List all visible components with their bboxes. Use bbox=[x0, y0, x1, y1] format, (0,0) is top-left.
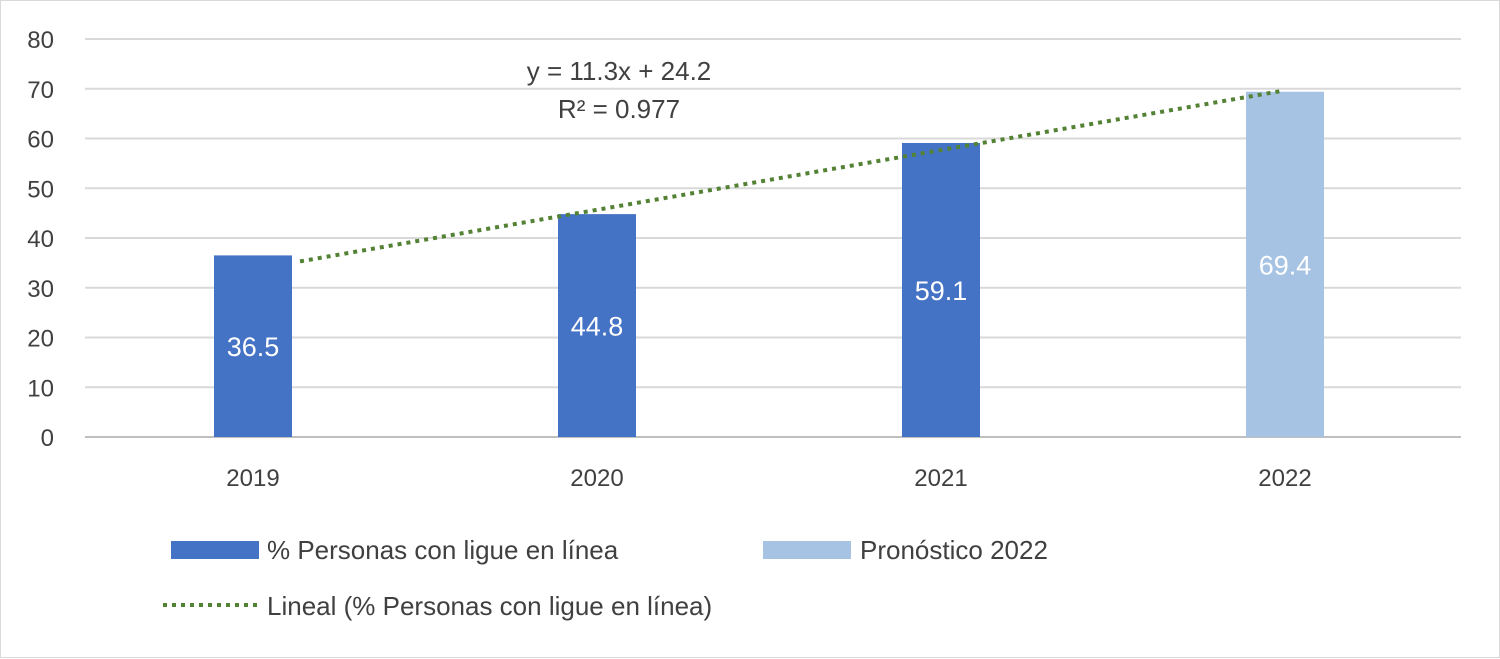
y-tick-label: 40 bbox=[27, 226, 54, 253]
trendline-layer bbox=[299, 89, 1281, 264]
y-axis-tick-labels: 0 10 20 30 40 50 60 70 80 bbox=[27, 27, 54, 452]
bars bbox=[214, 91, 1324, 438]
y-tick-label: 80 bbox=[27, 27, 54, 54]
trendline-r-squared: R² = 0.977 bbox=[558, 94, 680, 124]
x-tick-label: 2020 bbox=[570, 465, 623, 492]
x-tick-label: 2022 bbox=[1258, 465, 1311, 492]
legend-swatch-pronostico bbox=[763, 541, 851, 559]
data-label-2022: 69.4 bbox=[1259, 250, 1312, 280]
y-tick-label: 60 bbox=[27, 127, 54, 154]
y-tick-label: 50 bbox=[27, 176, 54, 203]
data-label-2019: 36.5 bbox=[227, 332, 280, 362]
x-tick-label: 2021 bbox=[914, 465, 967, 492]
gridlines bbox=[85, 38, 1461, 438]
legend-label-pronostico: Pronóstico 2022 bbox=[860, 535, 1048, 565]
bar-2021 bbox=[902, 142, 980, 438]
data-label-2021: 59.1 bbox=[915, 276, 968, 306]
trendline-equation: y = 11.3x + 24.2 bbox=[527, 56, 712, 86]
y-tick-label: 30 bbox=[27, 276, 54, 303]
y-tick-label: 0 bbox=[41, 425, 54, 452]
bar-2019 bbox=[214, 255, 292, 437]
x-axis-tick-labels: 2019 2020 2021 2022 bbox=[226, 465, 1311, 492]
bar-2022 bbox=[1246, 91, 1324, 438]
legend-swatch-personas bbox=[171, 541, 259, 559]
y-tick-label: 20 bbox=[27, 326, 54, 353]
trendline bbox=[299, 89, 1281, 264]
x-tick-label: 2019 bbox=[226, 465, 279, 492]
legend-label-personas: % Personas con ligue en línea bbox=[267, 535, 619, 565]
y-tick-label: 70 bbox=[27, 77, 54, 104]
data-labels: 36.5 44.8 59.1 69.4 bbox=[227, 250, 1312, 362]
legend: % Personas con ligue en línea Pronóstico… bbox=[163, 535, 1048, 621]
y-tick-label: 10 bbox=[27, 375, 54, 402]
legend-label-trendline: Lineal (% Personas con ligue en línea) bbox=[267, 591, 712, 621]
data-label-2020: 44.8 bbox=[571, 312, 624, 342]
bar-2020 bbox=[558, 214, 636, 437]
